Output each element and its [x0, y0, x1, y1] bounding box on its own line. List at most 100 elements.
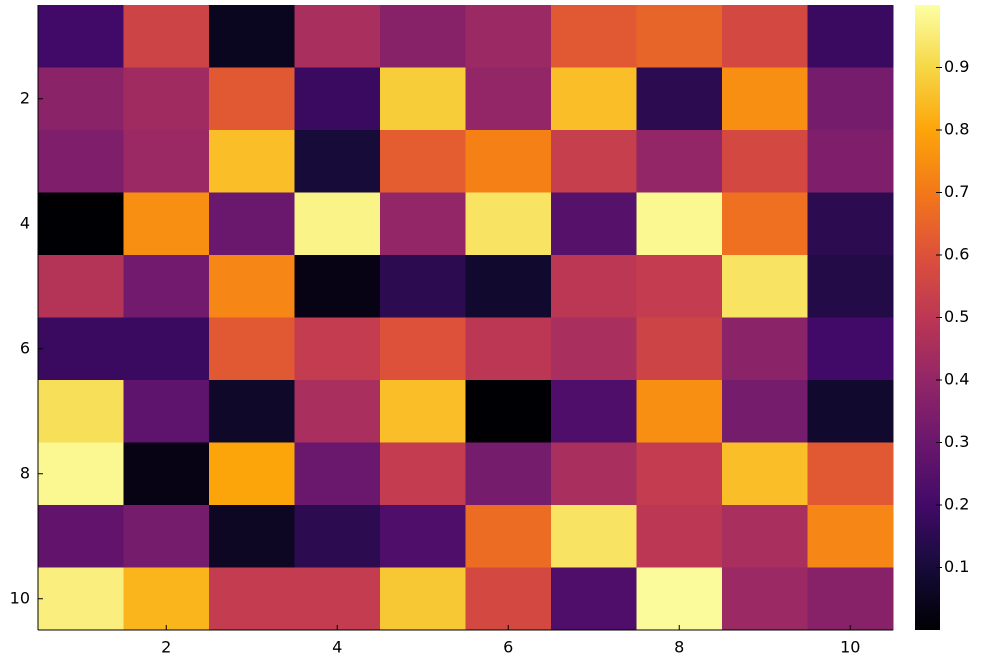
heatmap-cell — [209, 317, 295, 381]
colorbar-tick-label: 0.9 — [944, 57, 969, 76]
heatmap-cell — [551, 192, 637, 256]
heatmap-cell — [465, 567, 552, 631]
heatmap-cell — [294, 567, 381, 631]
heatmap-cell — [465, 505, 552, 568]
x-tick-label: 6 — [503, 638, 513, 657]
heatmap-cell — [38, 5, 124, 68]
heatmap-cell — [38, 505, 124, 568]
heatmap-cell — [123, 317, 210, 381]
heatmap-cell — [38, 67, 124, 131]
heatmap-cell — [380, 567, 466, 631]
heatmap-cell — [551, 67, 637, 131]
colorbar — [915, 5, 940, 630]
heatmap-cell — [123, 380, 210, 443]
heatmap-cell — [209, 255, 295, 318]
heatmap-cell — [722, 67, 808, 131]
heatmap-cell — [722, 442, 808, 506]
x-tick-label: 8 — [674, 638, 684, 657]
heatmap-cell — [294, 5, 381, 68]
x-tick-label: 10 — [840, 638, 860, 657]
heatmap-cell — [636, 67, 723, 131]
heatmap-cell — [465, 442, 552, 506]
heatmap-cell — [209, 130, 295, 193]
heatmap-cell — [722, 255, 808, 318]
heatmap-cell — [209, 505, 295, 568]
heatmap-cell — [380, 255, 466, 318]
heatmap-cell — [380, 380, 466, 443]
heatmap-cell — [209, 192, 295, 256]
x-tick-label: 4 — [332, 638, 342, 657]
heatmap-cell — [209, 567, 295, 631]
heatmap-cell — [722, 5, 808, 68]
heatmap-cell — [636, 317, 723, 381]
heatmap-cell — [123, 442, 210, 506]
heatmap-cell — [123, 505, 210, 568]
heatmap-cell — [551, 5, 637, 68]
heatmap-cell — [636, 380, 723, 443]
heatmap-cell — [551, 317, 637, 381]
heatmap-cell — [380, 317, 466, 381]
colorbar-tick-label: 0.4 — [944, 370, 969, 389]
heatmap-cell — [465, 5, 552, 68]
heatmap-cell — [465, 130, 552, 193]
heatmap-cell — [722, 505, 808, 568]
heatmap-cell — [807, 317, 894, 381]
heatmap-cell — [294, 380, 381, 443]
heatmap-cell — [38, 442, 124, 506]
y-tick-label: 4 — [20, 213, 30, 232]
heatmap-cell — [807, 442, 894, 506]
heatmap-cell — [123, 67, 210, 131]
colorbar-tick-label: 0.7 — [944, 182, 969, 201]
heatmap-cell — [209, 5, 295, 68]
heatmap-cell — [38, 380, 124, 443]
heatmap-cell — [636, 442, 723, 506]
heatmap-cell — [380, 5, 466, 68]
heatmap-cell — [465, 67, 552, 131]
heatmap-cell — [123, 192, 210, 256]
heatmap-cell — [294, 255, 381, 318]
heatmap-cell — [636, 505, 723, 568]
heatmap-cell — [380, 192, 466, 256]
colorbar-tick-label: 0.3 — [944, 432, 969, 451]
heatmap-cell — [807, 130, 894, 193]
heatmap-cell — [38, 192, 124, 256]
heatmap-cell — [38, 567, 124, 631]
heatmap-cell — [636, 130, 723, 193]
heatmap-cell — [551, 130, 637, 193]
heatmap-cell — [123, 5, 210, 68]
heatmap-cell — [807, 505, 894, 568]
heatmap-cell — [465, 317, 552, 381]
colorbar-tick-label: 0.8 — [944, 120, 969, 139]
heatmap-cell — [465, 255, 552, 318]
heatmap-cell — [294, 505, 381, 568]
colorbar-tick-label: 0.2 — [944, 495, 969, 514]
heatmap-cell — [807, 380, 894, 443]
heatmap-cell — [380, 505, 466, 568]
heatmap-cell — [209, 442, 295, 506]
heatmap-cell — [38, 255, 124, 318]
heatmap-cell — [294, 192, 381, 256]
heatmap-cell — [123, 130, 210, 193]
heatmap-cell — [294, 67, 381, 131]
heatmap-cell — [551, 567, 637, 631]
y-tick-label: 8 — [20, 463, 30, 482]
heatmap-cell — [294, 317, 381, 381]
heatmap-cell — [551, 505, 637, 568]
y-tick-label: 10 — [10, 588, 30, 607]
heatmap-cell — [465, 380, 552, 443]
heatmap-cell — [465, 192, 552, 256]
x-tick-label: 2 — [161, 638, 171, 657]
y-tick-label: 2 — [20, 88, 30, 107]
heatmap-cell — [380, 442, 466, 506]
heatmap-cell — [38, 130, 124, 193]
heatmap-cell — [722, 317, 808, 381]
heatmap-cell — [123, 255, 210, 318]
heatmap-cell — [294, 130, 381, 193]
heatmap-cell — [636, 255, 723, 318]
heatmap-cell — [807, 567, 894, 631]
heatmap-cell — [636, 5, 723, 68]
heatmap-cell — [294, 442, 381, 506]
heatmap-cell — [38, 317, 124, 381]
heatmap-cell — [380, 130, 466, 193]
